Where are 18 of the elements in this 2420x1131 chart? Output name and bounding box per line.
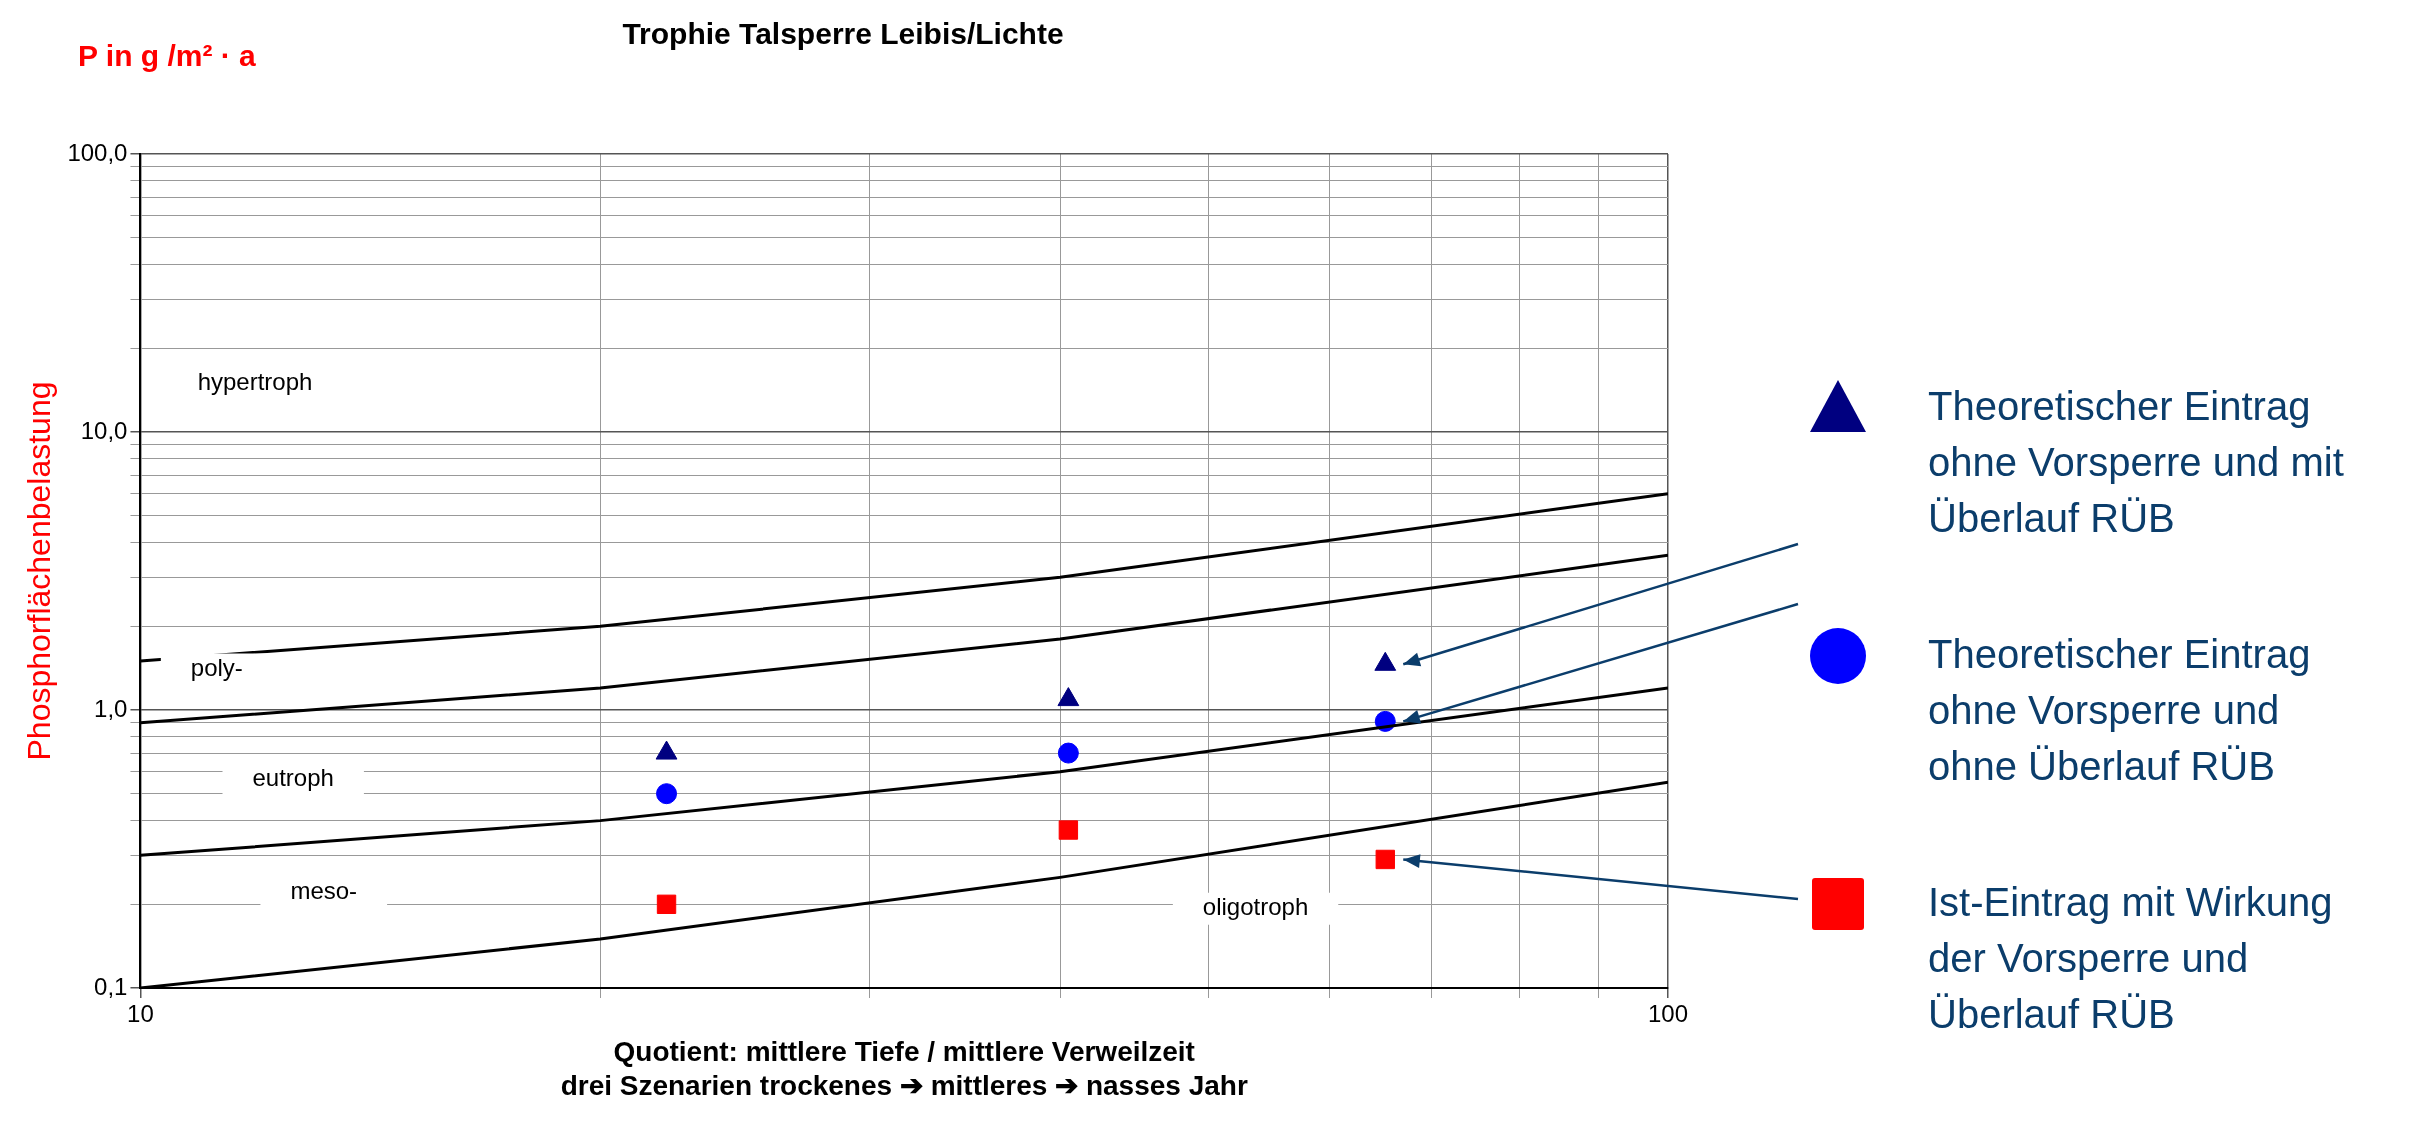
y-tick-label: 100,0 xyxy=(67,138,128,166)
annotation: eutroph xyxy=(252,764,334,792)
annotation: poly- xyxy=(190,654,243,682)
annotation: hypertroph xyxy=(197,367,313,395)
chart-title: Trophie Talsperre Leibis/Lichte xyxy=(622,17,1064,51)
y-tick-label: 1,0 xyxy=(94,694,128,722)
annotation: meso- xyxy=(290,876,358,904)
x-tick-label: 100 xyxy=(1647,1000,1689,1028)
legend-label: Ist-Eintrag mit Wirkung der Vorsperre und Überlauf RÜB xyxy=(1928,879,2334,1038)
x-tick-label: 10 xyxy=(127,1000,154,1028)
legend-label: Theoretischer Eintrag ohne Vorsperre und ohne Überlauf RÜB xyxy=(1928,631,2312,790)
legend-label: Theoretischer Eintrag ohne Vorsperre und mit Überlauf RÜB xyxy=(1928,383,2345,542)
y-tick-label: 0,1 xyxy=(94,972,128,1000)
y-axis-title: Phosphorflächenbelastung xyxy=(21,381,58,761)
x-axis-title: Quotient: mittlere Tiefe / mittlere Verweilzeit drei Szenarien trockenes ➔ mittleres ➔ nasses Jahr xyxy=(560,1036,1248,1101)
y-tick-label: 10,0 xyxy=(80,416,128,444)
annotation: oligotroph xyxy=(1202,893,1309,921)
text: P in g /m² · a xyxy=(78,39,257,73)
